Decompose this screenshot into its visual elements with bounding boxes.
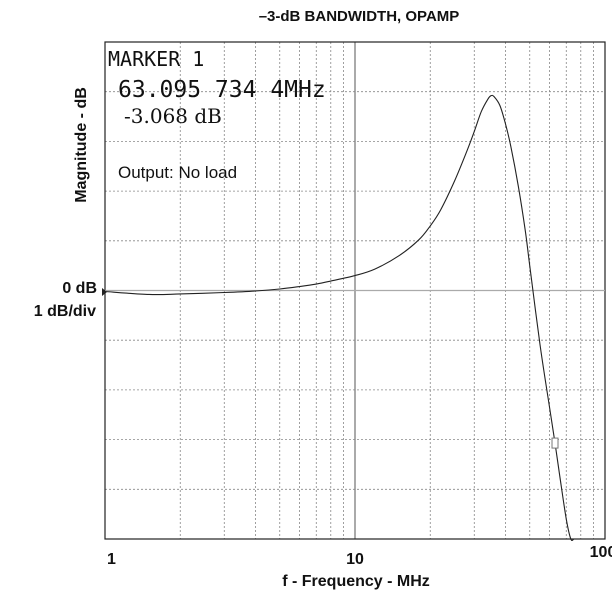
x-axis-label: f - Frequency - MHz (282, 573, 430, 590)
y-axis-label: Magnitude - dB (73, 87, 90, 203)
scale-label: 1 dB/div (34, 303, 96, 320)
condition-annotation: Output: No load (118, 163, 237, 182)
x-tick-label: 1 (107, 551, 116, 568)
reference-level-label: 0 dB (62, 280, 97, 297)
marker-frequency: 63.095 734 4MHz (118, 77, 326, 103)
marker-title: MARKER 1 (108, 47, 204, 71)
reference-arrow-icon (102, 288, 107, 296)
x-tick-labels: 1 10 100 (107, 544, 612, 568)
marker-indicator (551, 437, 559, 449)
marker-magnitude: -3.068 dB (124, 104, 222, 128)
x-tick-label: 10 (346, 551, 364, 568)
x-tick-label: 100 (590, 544, 612, 561)
magnitude-curve (104, 94, 599, 541)
chart-title: –3-dB BANDWIDTH, OPAMP (259, 8, 460, 25)
